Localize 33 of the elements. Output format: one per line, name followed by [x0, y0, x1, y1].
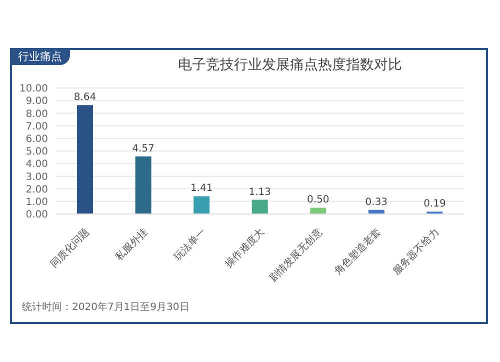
- bar: [310, 208, 326, 214]
- y-tick-label: 0.00: [26, 210, 48, 221]
- x-tick-label: 操作难度大: [222, 226, 267, 270]
- y-tick-label: 7.00: [26, 121, 48, 132]
- y-tick-label: 3.00: [26, 172, 48, 183]
- bar: [194, 196, 210, 214]
- data-label: 0.33: [365, 196, 388, 208]
- x-tick-label: 剧情发展无创意: [266, 226, 325, 284]
- bar: [77, 105, 93, 214]
- x-tick-label: 私服外挂: [113, 226, 150, 263]
- chart-title: 电子竞技行业发展痛点热度指数对比: [177, 56, 403, 74]
- text: 统计时间：2020年7月1日至9月30日: [22, 300, 190, 314]
- data-label: 0.19: [424, 198, 446, 210]
- bar: [252, 200, 268, 214]
- text: 行业痛点: [10, 48, 70, 65]
- data-label: 0.50: [307, 194, 330, 206]
- data-label: 1.41: [190, 183, 213, 194]
- x-tick-label: 角色塑造老套: [332, 226, 384, 278]
- data-label: 4.57: [132, 143, 154, 154]
- x-tick-label: 同质化问题: [48, 226, 92, 270]
- y-tick-label: 4.00: [26, 159, 48, 170]
- y-tick-label: 5.00: [26, 146, 48, 158]
- bar: [135, 156, 152, 214]
- y-tick-label: 10.00: [19, 84, 48, 95]
- y-tick-label: 1.00: [26, 196, 48, 208]
- y-tick-label: 9.00: [26, 96, 48, 108]
- data-label: 8.64: [74, 92, 96, 104]
- data-label: 1.13: [248, 186, 271, 198]
- x-tick-label: 玩法单一: [172, 226, 208, 263]
- x-tick-label: 服务器不给力: [390, 226, 442, 278]
- y-tick-label: 6.00: [26, 134, 48, 145]
- y-tick-label: 8.00: [26, 108, 48, 120]
- y-tick-label: 2.00: [26, 184, 48, 196]
